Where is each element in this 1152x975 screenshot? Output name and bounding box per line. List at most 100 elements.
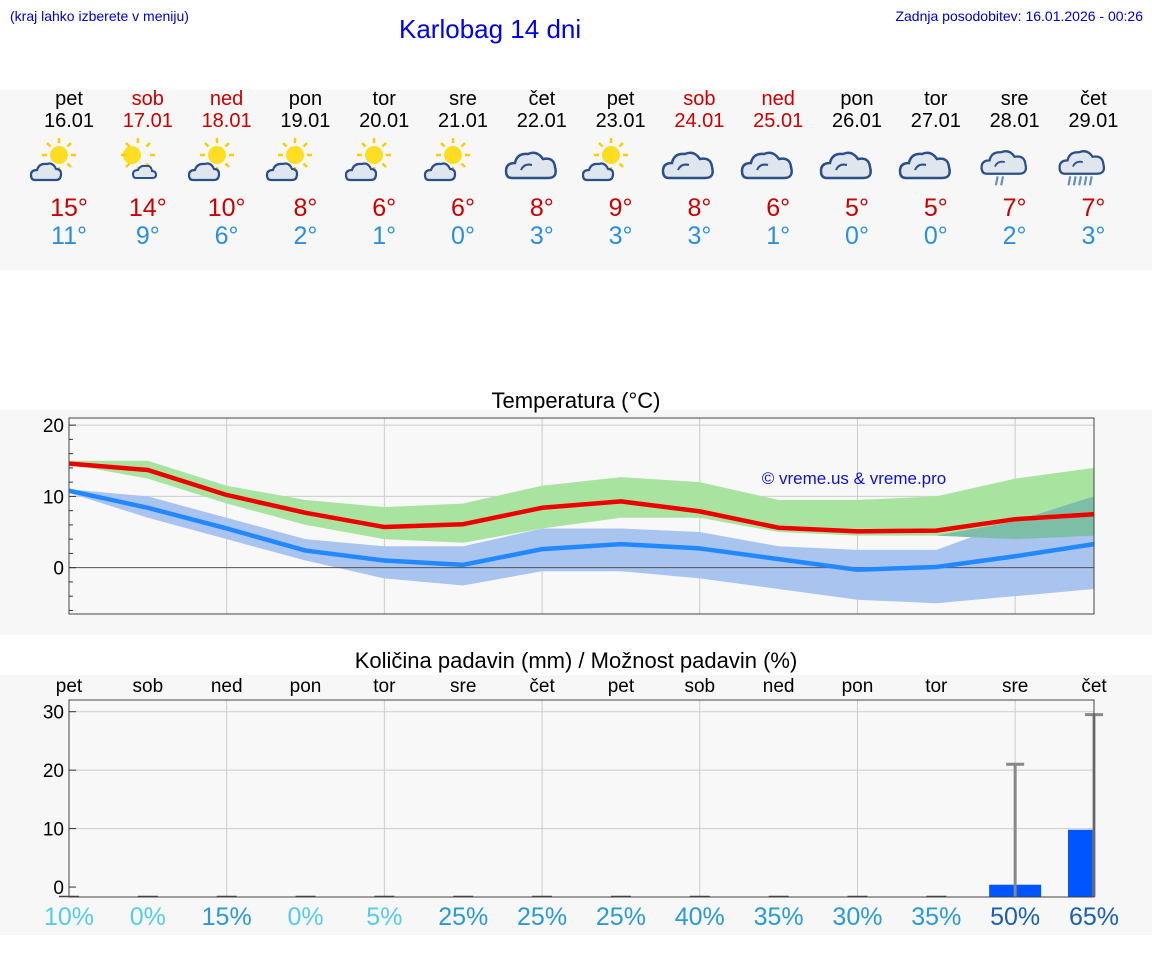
day-date: 21.01 <box>437 110 489 132</box>
sun-cloud-icon <box>266 138 333 188</box>
min-temp: 3° <box>687 222 712 250</box>
day-date: 22.01 <box>516 110 567 132</box>
day-name: pon <box>840 88 874 110</box>
y-tick-label: 20 <box>43 416 64 437</box>
cloud-icon <box>662 138 727 188</box>
precip-probability: 25% <box>517 903 568 931</box>
region-hint: (kraj lahko izberete v meniju) <box>10 8 189 24</box>
max-temp-range-band <box>69 460 1094 543</box>
max-temp: 8° <box>529 194 554 222</box>
day-name: tor <box>372 88 396 110</box>
day-date: 27.01 <box>910 110 961 132</box>
max-temp: 15° <box>50 194 88 222</box>
day-name: sre <box>1000 88 1029 110</box>
y-tick-label: 0 <box>53 559 64 580</box>
min-temp: 0° <box>923 222 948 250</box>
max-temp: 7° <box>1081 194 1106 222</box>
day-column: tor 27.01 5° 0° <box>896 88 976 250</box>
max-temp: 10° <box>207 194 246 222</box>
temperature-chart-title: Temperatura (°C) <box>491 388 661 413</box>
min-temp: 9° <box>135 222 160 250</box>
watermark: © vreme.us & vreme.pro <box>762 469 946 488</box>
max-temp: 5° <box>845 194 869 222</box>
min-temp: 2° <box>1002 222 1027 250</box>
min-temp: 6° <box>214 222 239 250</box>
precip-bar <box>1068 829 1094 897</box>
x-category-label: sob <box>133 676 164 697</box>
day-date: 24.01 <box>674 110 725 132</box>
min-temp: 3° <box>1081 222 1106 250</box>
max-temp: 9° <box>608 194 633 222</box>
day-column: čet 29.01 7° 3° <box>1053 88 1133 250</box>
max-temp: 7° <box>1002 194 1027 222</box>
day-column: sob 24.01 8° 3° <box>659 88 739 250</box>
day-name: čet <box>1080 88 1107 110</box>
x-category-label: tor <box>925 676 948 697</box>
day-name: čet <box>528 88 556 110</box>
day-name: tor <box>924 88 948 110</box>
sun-cloud-icon <box>29 138 97 188</box>
y-tick-label: 0 <box>53 878 64 899</box>
day-column: pet 23.01 9° 3° <box>581 88 661 250</box>
day-name: ned <box>761 88 795 110</box>
day-date: 16.01 <box>43 110 95 132</box>
cloud-icon <box>898 138 964 188</box>
day-name: ned <box>209 88 244 110</box>
y-tick-label: 30 <box>43 703 64 724</box>
x-category-label: sre <box>450 676 476 697</box>
day-date: 23.01 <box>595 110 646 132</box>
precip-probability: 0% <box>287 903 324 931</box>
y-tick-label: 10 <box>43 820 64 841</box>
cloud-light-rain-icon <box>980 138 1043 188</box>
precip-probability: 5% <box>366 903 403 931</box>
plot-frame <box>68 699 1095 898</box>
x-category-label: sre <box>1002 676 1028 697</box>
y-tick-label: 10 <box>43 487 64 508</box>
sun-cloud-icon <box>345 138 412 188</box>
cloud-icon <box>504 138 570 188</box>
day-column: pon 19.01 8° 2° <box>265 88 345 250</box>
day-date: 17.01 <box>122 110 173 132</box>
x-category-label: pet <box>56 676 83 697</box>
min-temp-line <box>68 488 1095 573</box>
x-category-label: pon <box>842 676 874 697</box>
precip-probability: 35% <box>753 903 804 931</box>
day-name: pon <box>288 88 323 110</box>
precip-probability: 40% <box>674 903 725 931</box>
max-temp: 5° <box>923 194 948 222</box>
precip-probability: 0% <box>129 903 166 931</box>
x-category-label: pet <box>608 676 635 697</box>
day-date: 20.01 <box>359 110 410 132</box>
max-temp: 14° <box>128 194 167 222</box>
day-date: 29.01 <box>1068 110 1119 132</box>
x-category-label: ned <box>211 676 243 697</box>
day-column: pet 16.01 15° 11° <box>29 88 109 250</box>
day-column: tor 20.01 6° 1° <box>344 88 424 250</box>
day-date: 28.01 <box>989 110 1040 132</box>
sun-cloud-icon <box>187 138 255 188</box>
day-column: sre 21.01 6° 0° <box>423 88 503 250</box>
min-temp: 2° <box>293 222 318 250</box>
x-category-label: tor <box>373 676 396 697</box>
precip-probability: 30% <box>832 903 883 931</box>
sun-cloud-icon <box>581 138 649 188</box>
temperature-chart: 0 10 20 © vreme.us & vreme.pro <box>43 416 1095 615</box>
min-temp: 0° <box>845 222 869 250</box>
day-column: pon 26.01 5° 0° <box>817 88 897 250</box>
x-category-label: pon <box>290 676 322 697</box>
min-temp: 3° <box>529 222 554 250</box>
precipitation-chart: 0 10 20 30 pet sob ned pon tor sre čet pet sob ned pon… <box>43 676 1108 899</box>
precip-probability: 10% <box>43 903 95 931</box>
cloud-icon <box>819 138 885 188</box>
min-temp: 1° <box>766 222 791 250</box>
min-temp: 3° <box>608 222 633 250</box>
precip-probability: 25% <box>595 903 646 931</box>
day-name: sob <box>683 88 716 110</box>
precipitation-chart-title: Količina padavin (mm) / Možnost padavin … <box>354 648 798 673</box>
max-temp: 6° <box>451 194 475 222</box>
max-temp-line <box>68 461 1095 534</box>
plot-area <box>69 700 1094 897</box>
plot-frame <box>68 417 1095 615</box>
day-column: ned 18.01 10° 6° <box>187 88 267 250</box>
day-name: pet <box>55 88 83 110</box>
